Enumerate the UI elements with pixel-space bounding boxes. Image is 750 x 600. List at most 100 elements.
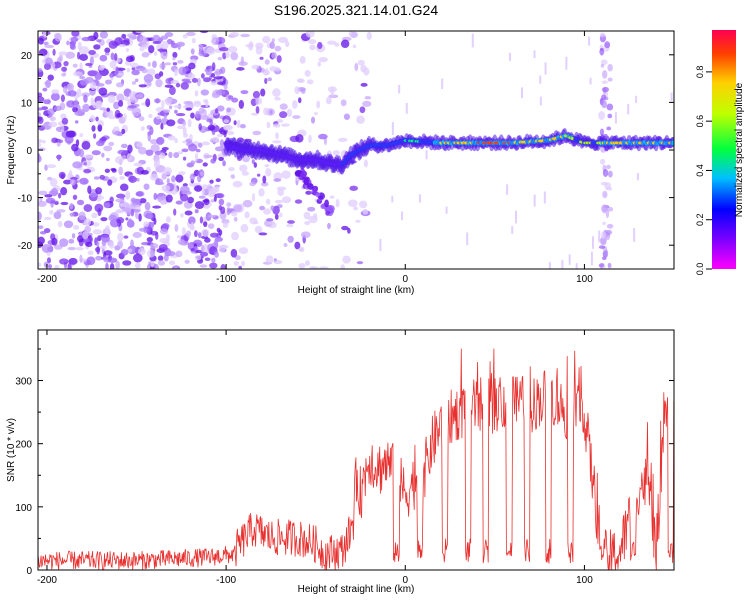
noise-speckle [93,133,97,139]
noise-speckle [199,251,209,257]
noise-dash [508,52,511,62]
noise-speckle [47,74,54,81]
bottom-x-axis: -200 -100 0 100 [37,330,593,586]
noise-speckle [194,201,205,210]
noise-speckle [318,195,324,200]
noise-speckle [161,146,169,151]
noise-speckle [279,212,283,218]
noise-speckle [51,89,60,94]
noise-speckle [90,97,95,106]
noise-speckle [264,77,268,85]
noise-speckle [230,248,238,258]
noise-speckle [58,51,68,56]
noise-speckle [600,32,606,38]
noise-speckle [318,133,328,140]
noise-speckle [78,211,86,221]
noise-speckle [175,174,184,183]
bottom-x-tick-label: 0 [402,575,408,586]
noise-speckle [215,178,221,183]
noise-speckle [272,205,280,215]
noise-speckle [263,208,271,215]
noise-speckle [267,77,273,82]
noise-speckle [91,125,96,132]
noise-speckle [85,62,93,67]
noise-speckle [115,82,124,88]
noise-speckle [281,123,290,127]
noise-speckle [259,56,264,60]
noise-speckle [215,89,226,95]
noise-speckle [182,133,189,138]
noise-speckle [43,31,48,38]
noise-speckle [49,177,58,187]
noise-speckle [330,88,334,97]
noise-speckle [598,245,606,249]
noise-speckle [38,236,45,245]
noise-speckle [91,150,101,156]
noise-speckle [274,213,279,220]
noise-dash [544,62,547,75]
noise-speckle [135,262,141,269]
noise-speckle [114,130,122,136]
noise-speckle [38,262,42,268]
noise-speckle [72,194,78,200]
noise-speckle [325,210,330,216]
noise-speckle [96,140,105,147]
noise-speckle [60,94,65,103]
noise-speckle [607,77,613,82]
noise-dash [590,251,593,266]
noise-speckle [177,59,184,64]
noise-speckle [187,196,195,204]
noise-speckle [295,134,304,143]
noise-speckle [172,56,176,61]
noise-speckle [600,59,608,66]
noise-speckle [349,185,358,191]
noise-speckle [226,202,232,207]
noise-speckle [193,101,202,107]
noise-speckle [605,186,613,191]
noise-speckle [177,44,181,50]
noise-speckle [260,88,266,97]
noise-speckle [266,218,274,222]
noise-speckle [164,62,172,66]
noise-speckle [206,46,216,55]
noise-speckle [125,56,134,63]
noise-speckle [116,193,126,199]
noise-speckle [79,177,89,185]
noise-speckle [607,262,612,268]
noise-speckle [132,253,143,263]
noise-speckle [60,125,65,133]
noise-dash [635,95,638,103]
noise-speckle [159,227,169,235]
noise-speckle [135,177,140,182]
noise-speckle [38,116,44,125]
noise-speckle [143,221,150,228]
noise-speckle [163,113,168,119]
noise-speckle [198,44,204,50]
top-y-tick-label: -10 [18,194,33,205]
noise-speckle [175,113,186,117]
noise-speckle [599,128,605,136]
noise-speckle [183,100,193,105]
noise-speckle [255,97,259,106]
noise-speckle [326,204,335,213]
noise-speckle [79,133,84,138]
noise-speckle [71,143,79,152]
noise-speckle [308,134,312,144]
noise-speckle [231,97,239,103]
noise-speckle [92,229,103,235]
noise-speckle [366,31,372,40]
colorbar-tick-label: 0.8 [695,66,705,79]
noise-speckle [100,136,107,142]
noise-speckle [133,162,143,167]
noise-speckle [602,169,609,177]
noise-speckle [82,231,89,240]
noise-speckle [165,234,171,242]
noise-speckle [119,183,129,192]
noise-speckle [193,230,198,238]
noise-speckle [191,37,196,44]
noise-speckle [222,160,226,167]
noise-speckle [105,262,109,269]
noise-speckle [362,208,369,215]
noise-speckle [264,59,270,65]
noise-dash [533,194,536,207]
